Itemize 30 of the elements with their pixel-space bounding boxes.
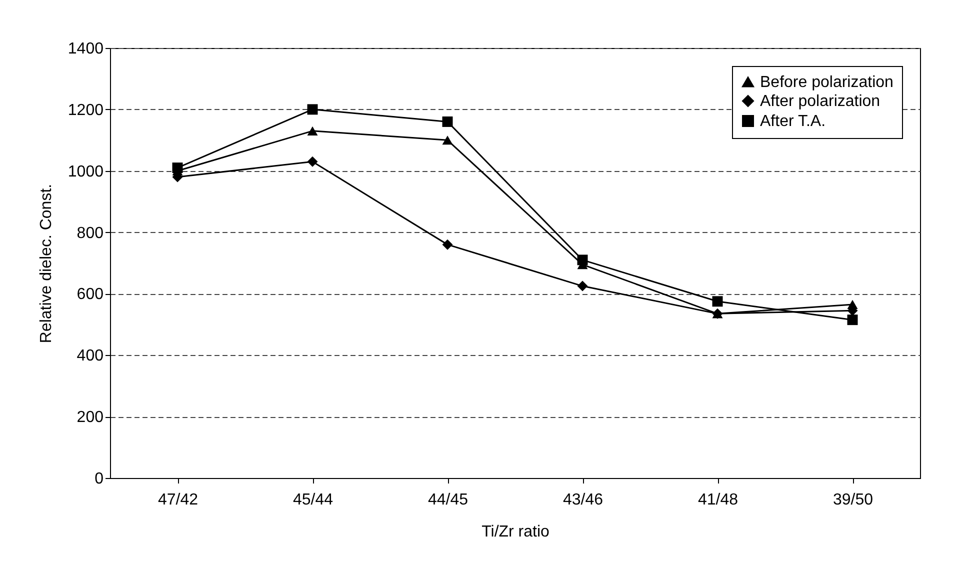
x-tick-label: 47/42 [158, 492, 198, 508]
point [307, 156, 318, 167]
y-tick-label: 600 [76, 286, 104, 304]
y-tick-label: 1000 [68, 163, 104, 180]
y-tick-label: 1200 [68, 102, 104, 119]
x-axis-title: Ti/Zr ratio [482, 524, 550, 540]
x-tick-label: 39/50 [832, 492, 874, 508]
y-tick-label: 1400 [68, 40, 104, 58]
legend-label: After T.A. [760, 113, 826, 130]
y-tick-label: 0 [94, 470, 104, 488]
point [442, 116, 453, 127]
point [172, 162, 183, 174]
y-tick-label: 200 [76, 409, 104, 426]
x-tick-label: 44/45 [428, 492, 468, 508]
point [442, 136, 453, 145]
point [847, 314, 858, 326]
point [442, 239, 453, 250]
y-tick-label: 400 [76, 348, 104, 365]
x-tick-label: 43/46 [562, 492, 604, 508]
point [307, 126, 318, 136]
legend-label: Before polarization [760, 74, 894, 91]
y-axis-title: Relative dielec. Const. [38, 184, 55, 344]
legend-label: After polarization [760, 93, 880, 110]
x-tick-label: 45/44 [292, 492, 334, 508]
point [307, 104, 318, 115]
point [577, 280, 588, 292]
point [712, 296, 723, 307]
point [577, 254, 588, 266]
y-tick-label: 800 [76, 224, 104, 242]
x-tick-label: 41/48 [698, 492, 738, 508]
